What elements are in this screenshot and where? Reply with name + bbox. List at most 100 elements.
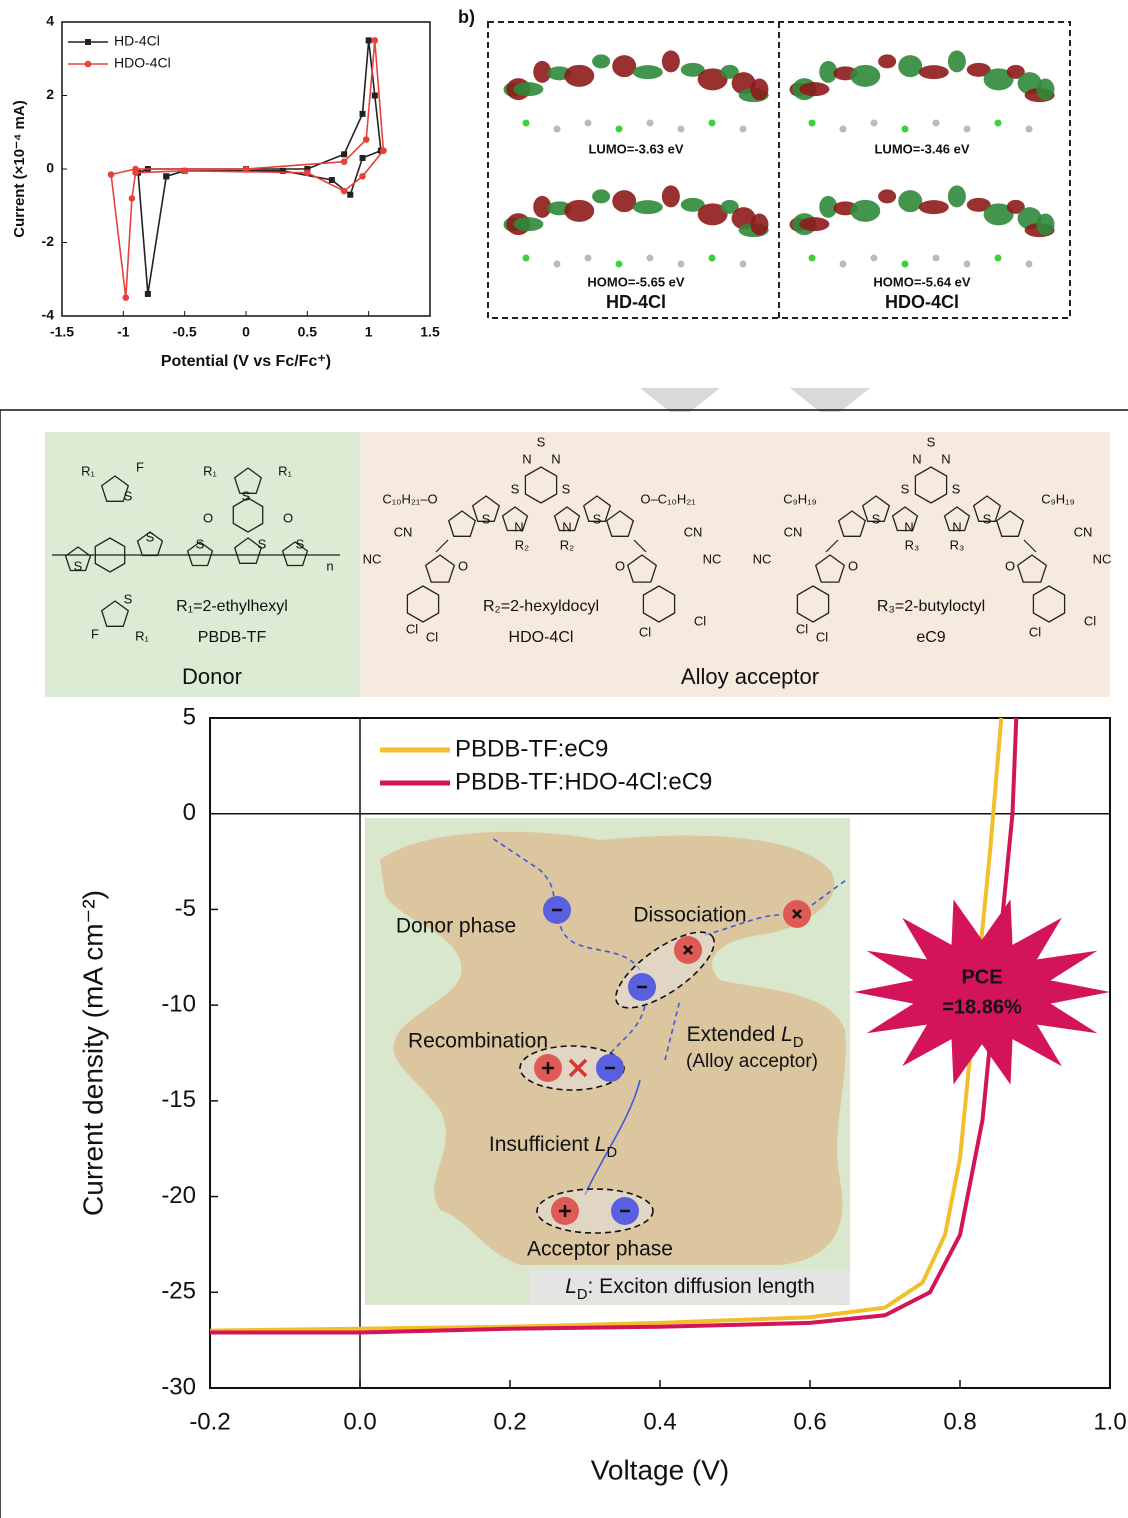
x-tick-label: 0.2 <box>493 1408 526 1435</box>
ring <box>1032 585 1066 623</box>
atom-label: S <box>562 481 571 496</box>
orbital-lobe <box>533 60 552 83</box>
atom-label: N <box>562 519 571 534</box>
legend-label: HDO-4Cl <box>114 55 171 71</box>
atom <box>739 260 747 268</box>
text-part: D <box>606 1145 617 1161</box>
homo-label: HOMO=-5.64 eV <box>873 274 971 289</box>
orbital-lobe <box>983 68 1014 91</box>
y-tick-label: -4 <box>42 307 55 323</box>
inset-label: Insufficient LD <box>489 1133 617 1161</box>
x-axis-label: Potential (V vs Fc/Fc⁺) <box>161 353 331 370</box>
atom-label: N <box>904 519 913 534</box>
atom-label: S <box>927 434 936 449</box>
ring <box>626 554 658 583</box>
x-tick-label: -0.2 <box>189 1408 230 1435</box>
atom <box>932 119 940 127</box>
atom <box>839 125 847 133</box>
atom-label: F <box>136 459 144 474</box>
atom-label: Cl <box>694 613 706 628</box>
x-tick-label: 0.5 <box>298 324 318 340</box>
marker <box>122 294 130 301</box>
x-tick-label: -1 <box>117 324 130 340</box>
ring <box>94 537 126 573</box>
marker <box>163 173 170 180</box>
phase-blob <box>380 831 846 1265</box>
atom <box>839 260 847 268</box>
molecule-name: HD-4Cl <box>606 292 666 312</box>
orbital-lobe <box>661 185 680 208</box>
y-axis-label: Current (×10⁻⁴ mA) <box>11 100 28 237</box>
marker <box>359 110 366 117</box>
marker <box>181 167 188 175</box>
orbital-lobe <box>632 65 663 80</box>
atom-label: C₁₀H₂₁–O <box>382 491 437 506</box>
x-tick-label: 1 <box>365 324 373 340</box>
atom <box>1025 260 1033 268</box>
atom <box>553 260 561 268</box>
substituent: R₁=2-ethylhexyl <box>176 598 288 615</box>
y-tick-label: 2 <box>46 86 54 102</box>
atom <box>870 254 878 262</box>
marker <box>132 169 139 176</box>
orbital-lobe <box>898 55 923 78</box>
bond <box>435 539 647 553</box>
orbital-lobe <box>592 54 611 69</box>
orbital-lobe <box>1006 199 1025 214</box>
marker <box>341 151 348 158</box>
orbital-lobe <box>612 190 637 213</box>
marker <box>347 191 354 198</box>
orbital-lobe <box>564 64 595 87</box>
atom-label: Cl <box>796 621 808 636</box>
atom-label: S <box>482 511 491 526</box>
marker <box>340 158 348 165</box>
atom <box>615 260 623 268</box>
text-part: L <box>781 1023 793 1046</box>
orbital-lobe <box>918 65 949 80</box>
marker <box>304 166 311 172</box>
x-tick-label: 1.5 <box>420 324 440 340</box>
text-part: : Exciton diffusion length <box>588 1275 815 1298</box>
text-part: L <box>565 1275 577 1298</box>
atom-label: R₂ <box>515 537 529 552</box>
group-label: Donor <box>182 664 242 689</box>
molecule-name: HDO-4Cl <box>509 629 574 646</box>
orbital-lobe <box>750 213 769 236</box>
atom-label: C₉H₁₉ <box>1041 491 1074 506</box>
substituent: R₂=2-hexyldocyl <box>483 598 599 615</box>
x-tick-label: 0.4 <box>643 1408 676 1435</box>
legend-label: PBDB-TF:HDO-4Cl:eC9 <box>455 768 712 795</box>
marker <box>340 187 348 195</box>
charge-sign <box>683 945 693 955</box>
acceptor-panel <box>360 432 1110 697</box>
orbital-lobe <box>1036 78 1055 101</box>
marker <box>359 154 366 161</box>
ring <box>524 466 558 504</box>
y-tick-label: -2 <box>42 233 55 249</box>
ring <box>861 495 891 522</box>
ring <box>233 467 263 494</box>
atom <box>522 254 530 262</box>
x-axis-label: Voltage (V) <box>591 1454 730 1485</box>
marker <box>279 167 286 174</box>
marker <box>371 37 379 44</box>
annotation: PCE <box>961 966 1002 988</box>
atom-label: R₁ <box>81 463 95 478</box>
inset-label: Donor phase <box>396 915 516 938</box>
atom <box>808 254 816 262</box>
y-tick-label: 5 <box>183 703 196 730</box>
atom <box>615 125 623 133</box>
atom-label: F <box>91 626 99 641</box>
text-part: Insufficient <box>489 1133 595 1156</box>
atom-label: S <box>124 591 133 606</box>
orbital-lobe <box>592 189 611 204</box>
text-part: D <box>577 1287 588 1303</box>
lumo-label: LUMO=-3.63 eV <box>588 141 683 156</box>
orbital-lobe <box>983 203 1014 226</box>
marker <box>365 37 372 44</box>
ring <box>501 506 529 532</box>
pce-burst <box>854 899 1110 1085</box>
atom-label: S <box>258 536 267 551</box>
atom-label: CN <box>684 524 703 539</box>
atom-label: CN <box>394 524 413 539</box>
